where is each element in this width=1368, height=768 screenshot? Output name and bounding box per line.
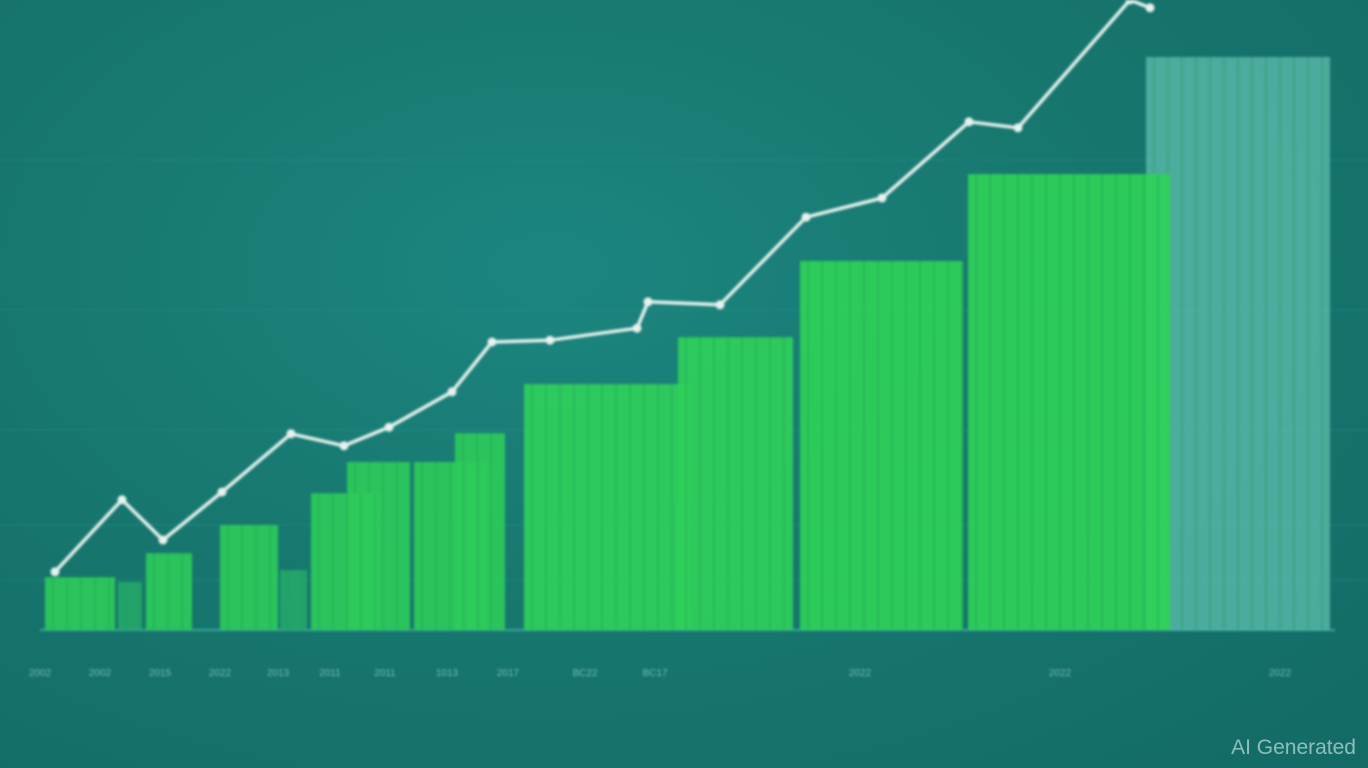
- x-tick-label: 2013: [266, 668, 290, 679]
- line-point: [217, 487, 227, 497]
- line-point: [286, 429, 296, 439]
- bar: [280, 570, 307, 630]
- x-tick-label: 2002: [88, 668, 112, 679]
- x-tick-label: 2015: [148, 668, 172, 679]
- line-point: [643, 297, 653, 307]
- x-tick-label: 2002: [28, 668, 52, 679]
- line-point: [384, 422, 394, 432]
- line-point: [715, 300, 725, 310]
- line-point: [877, 193, 887, 203]
- bar: [45, 577, 115, 630]
- line-point: [447, 387, 457, 397]
- bar: [311, 493, 379, 630]
- x-tick-label: 2011: [374, 668, 396, 679]
- x-tick-label: 2022: [1048, 668, 1072, 679]
- bar: [414, 462, 487, 630]
- bar: [220, 525, 278, 630]
- x-tick-label: 2017: [496, 668, 520, 679]
- line-point: [801, 212, 811, 222]
- bar: [678, 337, 793, 630]
- x-tick-label: 2011: [319, 668, 341, 679]
- line-point: [1013, 123, 1023, 133]
- x-tick-label: 2022: [208, 668, 232, 679]
- line-point: [545, 335, 555, 345]
- line-point: [1145, 3, 1155, 13]
- x-tick-label: BC17: [642, 668, 668, 679]
- bar: [800, 261, 963, 630]
- x-tick-label: 1013: [435, 668, 459, 679]
- line-point: [1125, 0, 1135, 5]
- bar: [118, 582, 142, 630]
- line-point: [487, 337, 497, 347]
- bar: [968, 174, 1170, 630]
- line-point: [117, 495, 127, 505]
- bar: [1146, 57, 1330, 630]
- bar: [524, 384, 690, 630]
- x-tick-label: BC22: [572, 668, 598, 679]
- bar: [146, 553, 192, 630]
- line-point: [339, 441, 349, 451]
- watermark: AI Generated: [1231, 736, 1356, 759]
- line-point: [632, 323, 642, 333]
- line-point: [158, 535, 168, 545]
- x-tick-label: 2022: [1268, 668, 1292, 679]
- x-tick-label: 2022: [848, 668, 872, 679]
- line-point: [50, 567, 60, 577]
- line-point: [964, 117, 974, 127]
